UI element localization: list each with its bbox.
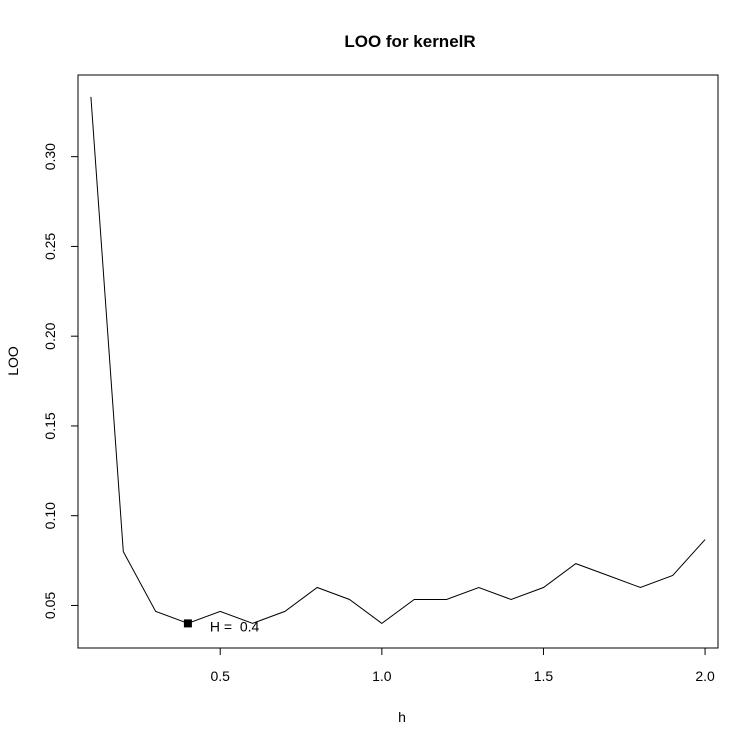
y-tick-label: 0.10 [42, 502, 58, 529]
plot-frame [77, 74, 719, 649]
y-tick-label: 0.30 [42, 143, 58, 170]
y-axis-label: LOO [5, 346, 21, 376]
x-tick-label: 1.0 [372, 668, 392, 684]
min-point-label: H = 0.4 [210, 618, 260, 634]
series-line [90, 96, 706, 625]
x-axis-label: h [398, 709, 406, 725]
min-point-marker [183, 619, 192, 628]
x-tick-label: 0.5 [210, 668, 230, 684]
chart-title: LOO for kernelR [344, 32, 475, 51]
y-tick-label: 0.20 [42, 322, 58, 349]
y-tick-label: 0.05 [42, 592, 58, 619]
x-tick-label: 1.5 [534, 668, 554, 684]
series-layer: H = 0.4 [90, 96, 706, 634]
x-tick-label: 2.0 [695, 668, 715, 684]
y-tick-label: 0.25 [42, 233, 58, 260]
x-axis: 0.5 1.0 1.5 2.0 [210, 647, 715, 684]
y-axis: 0.05 0.10 0.15 0.20 0.25 0.30 [42, 143, 79, 619]
y-tick-label: 0.15 [42, 412, 58, 439]
